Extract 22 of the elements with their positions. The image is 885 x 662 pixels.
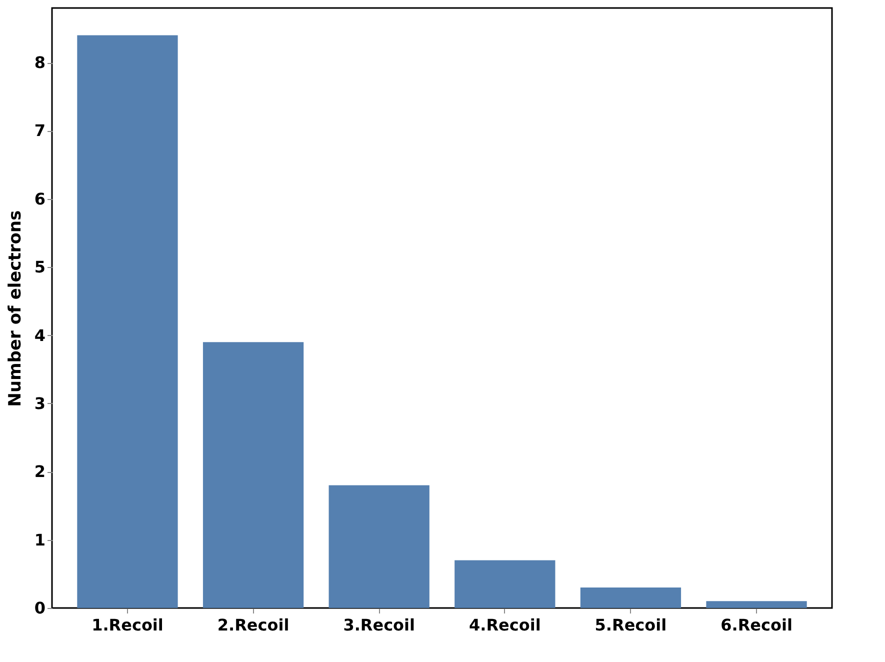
- bar: [454, 560, 556, 608]
- x-tick-label: 2.Recoil: [217, 616, 290, 634]
- bar: [202, 342, 304, 608]
- y-tick-label: 7: [34, 121, 46, 140]
- y-tick-label: 2: [34, 462, 46, 482]
- y-tick-label: 5: [34, 258, 46, 277]
- x-tick-label: 3.Recoil: [343, 616, 416, 634]
- y-tick-label: 1: [34, 530, 46, 550]
- x-tick-label: 6.Recoil: [720, 616, 792, 634]
- x-tick-label: 1.Recoil: [92, 616, 164, 634]
- y-tick-label: 4: [34, 326, 46, 345]
- x-tick-label: 5.Recoil: [594, 616, 667, 634]
- y-tick-label: 8: [34, 53, 46, 72]
- y-tick-label: 3: [34, 394, 46, 413]
- bar: [706, 601, 807, 608]
- y-axis-title: Number of electrons: [5, 210, 26, 407]
- bar: [77, 35, 178, 608]
- y-tick-label: 0: [34, 598, 46, 618]
- x-tick-label: 4.Recoil: [468, 616, 541, 634]
- bar: [580, 588, 682, 608]
- bar: [328, 485, 430, 608]
- y-tick-label: 6: [34, 189, 46, 208]
